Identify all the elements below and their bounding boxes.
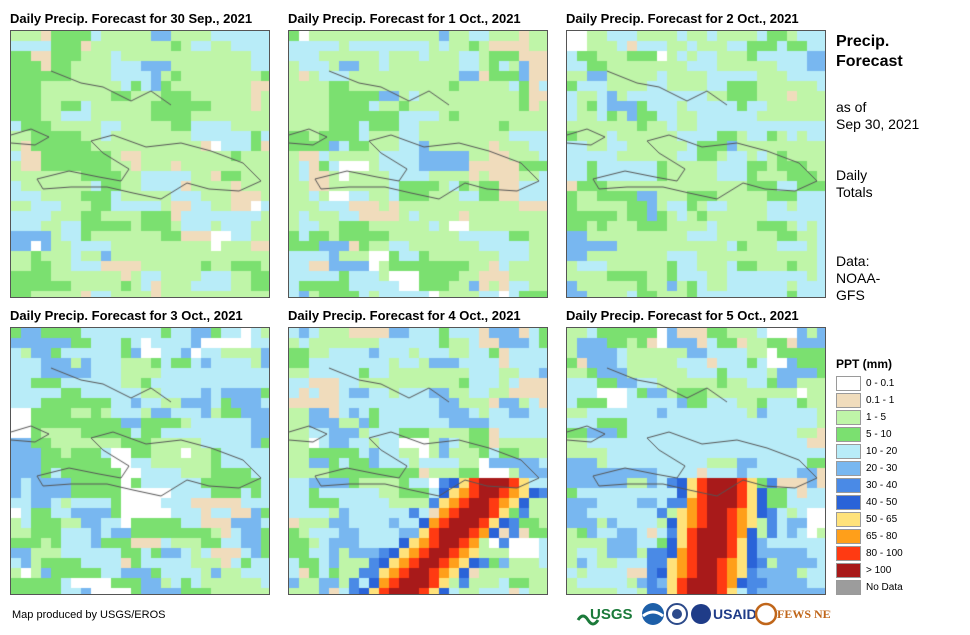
legend-swatch [836,512,861,527]
svg-text:USAID: USAID [713,606,757,622]
svg-text:FEWS NET: FEWS NET [777,607,831,621]
side-asof-line1: as of [836,99,867,115]
side-totals-line1: Daily [836,167,868,183]
svg-text:USGS: USGS [590,606,633,623]
legend-label: 20 - 30 [866,463,898,474]
state-dept-seal [666,603,688,625]
legend-swatch [836,529,861,544]
legend-label: No Data [866,582,903,593]
legend-label: 1 - 5 [866,412,887,423]
legend-item: 1 - 5 [836,410,966,426]
side-data-source: Data: NOAA- GFS [836,253,880,304]
legend-label: 10 - 20 [866,446,898,457]
map-panel-5 [288,327,548,595]
legend-swatch [836,563,861,578]
side-data-line2: NOAA- [836,270,881,286]
precip-grid [11,328,269,594]
noaa-logo [642,603,664,625]
side-heading-line2: Forecast [836,53,903,70]
legend-swatch [836,444,861,459]
legend-swatch [836,410,861,425]
map-panel-1 [10,30,270,298]
side-heading: Precip. Forecast [836,32,903,72]
legend-swatch [836,461,861,476]
side-data-line1: Data: [836,253,870,269]
legend-item: 0.1 - 1 [836,393,966,409]
precip-grid [11,31,269,297]
panel-title-4: Daily Precip. Forecast for 3 Oct., 2021 [10,308,243,323]
panel-title-1: Daily Precip. Forecast for 30 Sep., 2021 [10,11,253,26]
legend-swatch [836,546,861,561]
legend-swatch [836,580,861,595]
usaid-logo: USAID [691,604,757,624]
legend-item: 40 - 50 [836,495,966,511]
legend-item: 80 - 100 [836,546,966,562]
map-panel-6 [566,327,826,595]
legend-label: 50 - 65 [866,514,898,525]
side-asof-line2: Sep 30, 2021 [836,116,920,132]
legend-item: 65 - 80 [836,529,966,545]
credit-text: Map produced by USGS/EROS [12,609,166,621]
side-totals: Daily Totals [836,167,873,201]
legend-item: 30 - 40 [836,478,966,494]
side-asof: as of Sep 30, 2021 [836,99,919,133]
legend-label: 65 - 80 [866,531,898,542]
precip-grid [567,328,825,594]
legend-swatch [836,393,861,408]
legend-swatch [836,495,861,510]
panel-title-2: Daily Precip. Forecast for 1 Oct., 2021 [288,11,521,26]
precip-grid [289,31,547,297]
legend-swatch [836,376,861,391]
legend-label: 80 - 100 [866,548,903,559]
legend-item: 5 - 10 [836,427,966,443]
legend-item: 10 - 20 [836,444,966,460]
legend-swatch [836,427,861,442]
logo-strip: USGS USAID FEWS NET [576,602,831,626]
legend-label: 0.1 - 1 [866,395,895,406]
map-panel-3 [566,30,826,298]
legend-item: 0 - 0.1 [836,376,966,392]
legend-title: PPT (mm) [836,357,893,371]
side-heading-line1: Precip. [836,33,890,50]
legend-item: 50 - 65 [836,512,966,528]
fewsnet-logo: FEWS NET [754,602,831,626]
usgs-logo: USGS [576,606,633,626]
legend-swatch [836,478,861,493]
legend-item: > 100 [836,563,966,579]
precip-grid [289,328,547,594]
legend-label: > 100 [866,565,892,576]
legend-item: No Data [836,580,966,596]
legend-label: 30 - 40 [866,480,898,491]
legend-item: 20 - 30 [836,461,966,477]
panel-title-5: Daily Precip. Forecast for 4 Oct., 2021 [288,308,521,323]
map-panel-4 [10,327,270,595]
legend-label: 5 - 10 [866,429,892,440]
panel-title-3: Daily Precip. Forecast for 2 Oct., 2021 [566,11,799,26]
side-totals-line2: Totals [836,184,873,200]
legend-label: 40 - 50 [866,497,898,508]
precip-grid [567,31,825,297]
panel-title-6: Daily Precip. Forecast for 5 Oct., 2021 [566,308,799,323]
map-panel-2 [288,30,548,298]
side-data-line3: GFS [836,287,865,303]
legend-label: 0 - 0.1 [866,378,895,389]
